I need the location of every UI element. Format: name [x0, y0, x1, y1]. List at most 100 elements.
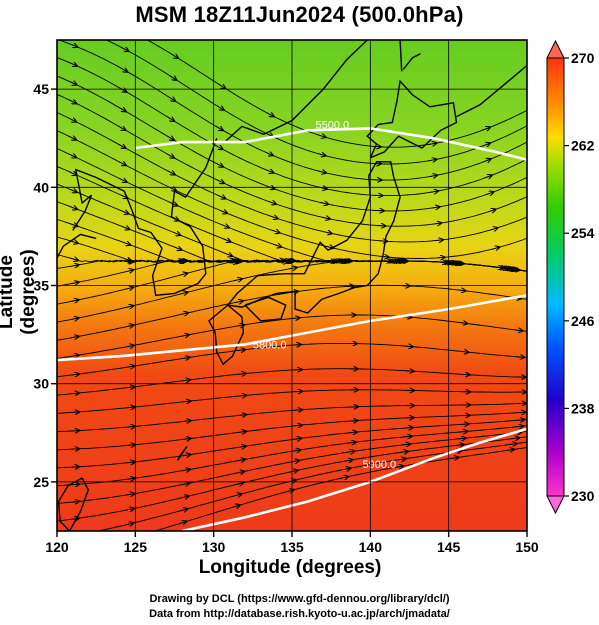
wind-arrow	[68, 118, 76, 122]
wind-arrow	[237, 446, 246, 447]
wind-arrow	[484, 175, 491, 178]
wind-arrow	[485, 192, 494, 195]
y-tick-label: 30	[33, 376, 49, 392]
wind-arrow	[273, 244, 282, 247]
wind-arrow	[460, 424, 468, 425]
wind-arrow	[433, 223, 441, 224]
wind-arrow	[166, 154, 174, 158]
wind-arrow	[491, 247, 500, 249]
wind-arrow	[167, 116, 174, 121]
wind-arrow	[125, 509, 134, 511]
wind-arrow	[395, 466, 403, 467]
wind-arrow	[237, 374, 246, 375]
wind-arrow	[342, 468, 351, 470]
colorbar-min-triangle	[546, 495, 565, 515]
wind-arrow	[216, 105, 224, 110]
wind-arrow	[508, 444, 517, 445]
wind-arrow	[167, 96, 175, 101]
wind-arrow	[181, 357, 190, 358]
colorbar-tick-label: 238	[571, 400, 595, 416]
wind-arrow	[118, 144, 125, 148]
coastline	[227, 161, 401, 314]
coastline	[402, 53, 421, 70]
wind-arrow	[70, 300, 79, 302]
wind-arrow	[126, 426, 135, 427]
wind-arrow	[70, 282, 79, 284]
footer-credit-drawing: Drawing by DCL (https://www.gfd-dennou.o…	[149, 593, 450, 605]
wind-arrow	[180, 496, 189, 498]
wind-arrow	[505, 449, 514, 450]
x-tick-label: 150	[515, 539, 539, 555]
wind-arrow	[347, 442, 356, 443]
wind-arrow	[428, 143, 436, 144]
wind-arrow	[70, 25, 78, 28]
wind-arrow	[430, 191, 438, 192]
coastline	[57, 477, 90, 531]
wind-arrow	[126, 494, 134, 495]
y-tick-label: 25	[33, 474, 49, 490]
wind-arrow	[70, 318, 79, 320]
wind-arrow	[266, 113, 274, 117]
wind-arrow	[70, 374, 79, 375]
wind-arrow	[70, 336, 79, 337]
wind-arrow	[120, 68, 127, 72]
wind-arrow	[482, 127, 489, 130]
wind-arrow	[121, 226, 129, 229]
wind-arrow	[121, 47, 128, 51]
coastline	[399, 40, 403, 72]
coastline	[57, 233, 97, 259]
wind-arrow	[372, 146, 381, 147]
wind-arrow	[436, 257, 444, 258]
wind-arrow	[397, 459, 406, 460]
colorbar-max-triangle	[546, 39, 565, 59]
wind-arrow	[234, 301, 243, 303]
wind-arrow	[487, 209, 496, 212]
x-tick-label: 140	[359, 539, 383, 555]
y-tick-label: 40	[33, 179, 49, 195]
wind-arrow	[179, 509, 188, 511]
wind-arrow	[404, 346, 413, 347]
wind-arrow	[236, 350, 245, 351]
wind-arrow	[265, 170, 273, 173]
wind-arrow	[70, 355, 79, 356]
x-axis-ticks: 120 125 130 135 140 145 150	[45, 531, 539, 555]
wind-arrow	[233, 279, 242, 281]
wind-arrow	[238, 415, 246, 416]
wind-arrow	[70, 518, 79, 519]
wind-arrow	[118, 107, 126, 111]
wind-arrow	[170, 53, 178, 58]
wind-arrow	[71, 551, 79, 553]
wind-arrow	[68, 136, 76, 140]
wind-arrow	[215, 163, 223, 167]
wind-arrow	[216, 180, 224, 183]
wind-arrow	[182, 401, 190, 402]
x-tick-label: 125	[124, 539, 148, 555]
wind-arrow	[69, 206, 77, 209]
wind-arrow	[293, 425, 302, 426]
wind-arrow	[516, 357, 524, 358]
wind-arrow	[317, 171, 326, 173]
wind-arrow	[182, 421, 191, 422]
wind-arrow	[69, 44, 77, 47]
wind-arrow	[126, 387, 135, 388]
wind-arrow	[125, 287, 133, 289]
wind-arrow	[219, 210, 227, 213]
wind-arrow	[180, 313, 188, 315]
wind-arrow	[166, 136, 174, 140]
wind-arrow	[291, 318, 299, 319]
wind-arrow	[182, 438, 191, 439]
wind-arrow	[459, 431, 467, 432]
wind-arrow	[238, 395, 246, 396]
wind-arrow	[125, 523, 134, 525]
wind-arrow	[431, 207, 440, 208]
wind-arrow	[271, 230, 280, 233]
wind-arrow	[291, 460, 299, 461]
wind-arrow	[346, 451, 354, 452]
wind-arrow	[68, 172, 76, 175]
wind-arrow	[457, 438, 466, 439]
wind-arrow	[404, 428, 413, 429]
wind-arrow	[455, 445, 464, 446]
wind-arrow	[125, 270, 133, 272]
wind-arrow	[233, 261, 242, 262]
contour-label: 5500.0	[316, 119, 350, 131]
